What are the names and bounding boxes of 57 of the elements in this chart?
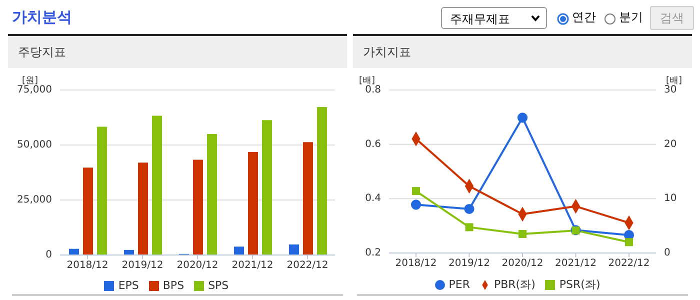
y2-tick-label: 10 — [664, 193, 677, 204]
bar — [193, 160, 203, 255]
chart-title: 주당지표 — [8, 34, 347, 68]
y-tick-label: 0.8 — [365, 84, 381, 96]
y-tick-label: 0.4 — [365, 193, 381, 204]
text: 가치분석 — [12, 8, 72, 27]
y2-axis-title: [배] — [666, 75, 682, 86]
x-tick-label: 2020/12 — [502, 258, 544, 270]
legend-label: EPS — [118, 279, 139, 292]
text: 분기 — [619, 9, 643, 26]
point — [464, 204, 474, 214]
x-tick-label: 2022/12 — [286, 260, 328, 272]
point — [410, 200, 422, 210]
y-tick-label: 25,000 — [17, 194, 52, 206]
point — [518, 230, 526, 238]
bar — [138, 162, 148, 255]
chart-title: 가치지표 — [353, 34, 692, 68]
bar — [248, 152, 258, 255]
legend-label: PSR(좌) — [559, 278, 600, 291]
y-axis-title: [원] — [22, 75, 38, 86]
y-axis-title: [배] — [359, 75, 376, 86]
x-tick-label: 2021/12 — [554, 258, 597, 270]
y-tick-label: 0 — [46, 250, 52, 260]
y-tick-label: 0.6 — [365, 138, 381, 150]
y2-tick-label: 0 — [664, 248, 670, 258]
legend-label: BPS — [162, 279, 184, 292]
point — [625, 238, 633, 246]
point — [517, 112, 528, 123]
y-tick-label: 50,000 — [17, 140, 52, 150]
y-tick-label: 0.2 — [365, 248, 381, 258]
legend-label: PBR(좌) — [494, 278, 536, 291]
x-tick-label: 2018/12 — [395, 258, 437, 270]
bar — [152, 116, 162, 255]
search-button: 검색 — [650, 6, 694, 30]
y2-tick-label: 30 — [664, 84, 677, 96]
x-tick-label: 2019/12 — [122, 260, 164, 272]
text: 연간 — [572, 9, 596, 26]
bar — [234, 246, 244, 255]
bar — [97, 126, 107, 255]
x-tick-label: 2018/12 — [66, 260, 108, 272]
bar — [83, 168, 93, 255]
point — [465, 223, 474, 232]
bar — [207, 134, 217, 255]
bar — [317, 106, 327, 255]
y-tick-label: 75,000 — [17, 84, 52, 96]
y2-tick-label: 20 — [664, 138, 677, 150]
bar — [289, 244, 299, 255]
point — [412, 187, 420, 196]
bar — [262, 120, 272, 255]
x-tick-label: 2021/12 — [232, 260, 274, 272]
x-tick-label: 2019/12 — [448, 258, 490, 270]
dropdown-field: 주재무제표 — [441, 7, 547, 29]
bar — [303, 142, 313, 255]
x-tick-label: 2020/12 — [176, 260, 218, 272]
legend-label: SPS — [208, 279, 229, 292]
legend-label: PER — [448, 278, 470, 291]
x-tick-label: 2022/12 — [608, 258, 650, 270]
